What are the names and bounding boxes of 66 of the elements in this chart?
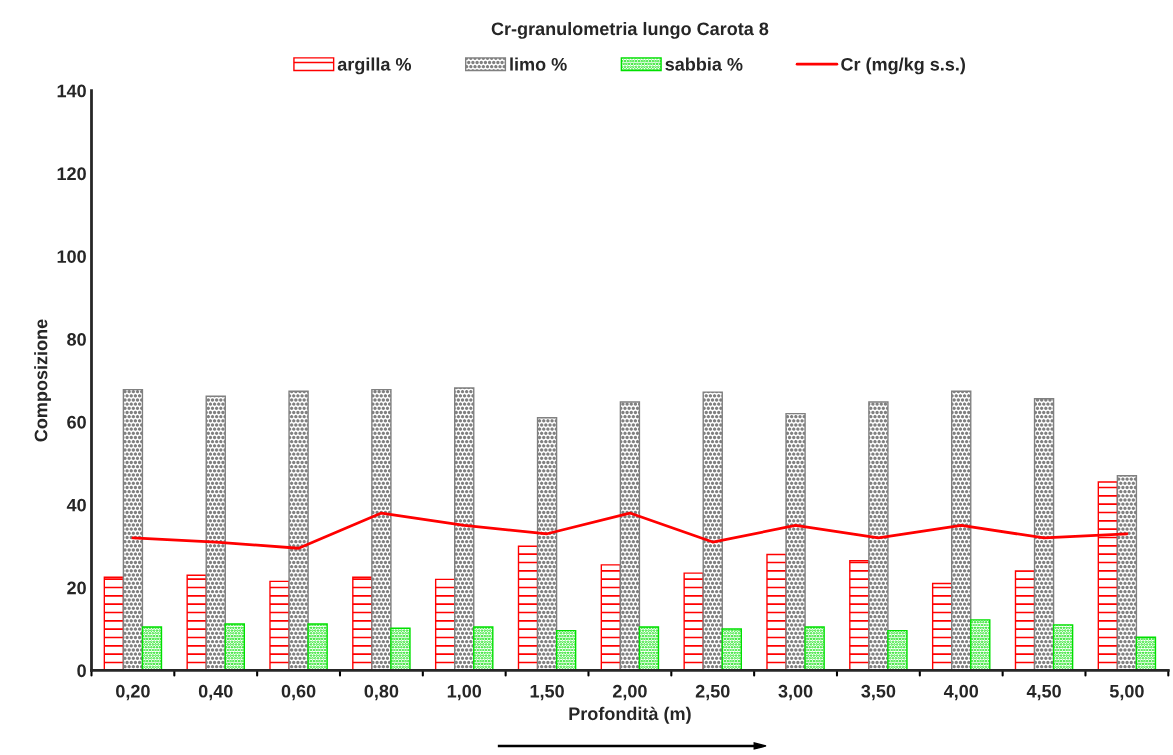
bar (555, 629, 577, 671)
bar (307, 623, 328, 671)
bar (804, 626, 825, 671)
bar (785, 412, 806, 671)
legend-label: limo % (510, 57, 567, 71)
y-tick-label: 20 (67, 581, 86, 595)
bar (434, 578, 456, 671)
y-tick-label: 0 (77, 664, 86, 678)
legend-label: sabbia % (665, 57, 743, 71)
bar (766, 553, 787, 671)
legend-label: argilla % (337, 57, 412, 75)
bar (269, 580, 290, 671)
bar (702, 391, 723, 671)
x-tick-label: 0,60 (281, 684, 316, 701)
y-tick-label: 60 (67, 415, 86, 429)
bar (619, 401, 641, 671)
bar (721, 628, 743, 671)
bar (970, 619, 991, 671)
y-tick-label: 100 (57, 250, 86, 263)
y-tick-label: 40 (66, 498, 86, 512)
bar (638, 626, 660, 671)
bar (517, 545, 539, 671)
x-tick-label: 0,80 (364, 684, 399, 701)
bar (951, 390, 972, 671)
bar (390, 627, 411, 671)
bar (288, 390, 309, 671)
y-tick-label: 80 (67, 333, 86, 346)
bar (352, 576, 373, 671)
bar (1052, 624, 1074, 671)
bar (224, 623, 246, 671)
x-tick-label: 5,00 (1109, 684, 1144, 701)
y-axis-title: Composizione (34, 319, 51, 442)
legend-label: Cr (mg/kg s.s.) (841, 57, 965, 75)
bar (141, 626, 163, 671)
x-axis-title: Profondità (m) (569, 706, 691, 724)
bar (536, 417, 558, 671)
bar (1116, 475, 1138, 671)
bar (931, 582, 953, 671)
x-tick-label: 3,00 (778, 684, 813, 701)
bar (868, 401, 889, 671)
bar (887, 629, 908, 671)
bar (1033, 398, 1055, 671)
bar (849, 559, 870, 671)
x-tick-label: 2,50 (695, 684, 730, 701)
x-tick-label: 1,50 (530, 684, 564, 701)
bar (473, 626, 494, 671)
bar (454, 387, 475, 671)
bar (683, 572, 704, 671)
chart-title: Cr-granulometria lungo Carota 8 (491, 21, 769, 39)
bar (186, 574, 207, 671)
x-tick-label: 4,50 (1026, 684, 1061, 701)
bar (1014, 570, 1036, 671)
x-tick-label: 1,00 (447, 684, 482, 701)
x-tick-label: 0,20 (116, 684, 150, 701)
bar (1135, 636, 1157, 671)
bar (122, 388, 144, 671)
y-tick-label: 140 (57, 84, 86, 98)
bar (371, 388, 392, 671)
bar (103, 576, 125, 671)
bar (205, 395, 226, 671)
bar (600, 564, 622, 671)
x-tick-label: 3,50 (861, 684, 896, 701)
y-tick-label: 120 (57, 167, 86, 181)
x-tick-label: 0,40 (198, 684, 233, 701)
x-tick-label: 4,00 (943, 684, 979, 701)
x-tick-label: 2,00 (612, 684, 647, 701)
